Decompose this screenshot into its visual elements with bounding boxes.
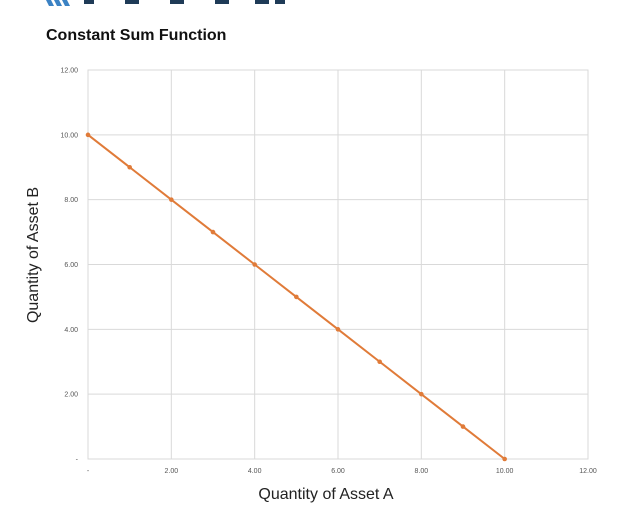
y-tick-label: 6.00	[64, 262, 78, 269]
y-tick-label: 12.00	[60, 68, 78, 75]
x-tick-labels: - 2.00 4.00 6.00 8.00 10.00 12.00	[87, 468, 597, 475]
x-axis-title: Quantity of Asset A	[258, 486, 394, 503]
y-tick-label: 8.00	[64, 197, 78, 204]
y-tick-label: 2.00	[64, 392, 78, 399]
series-layer	[85, 132, 507, 462]
y-axis-title: Quantity of Asset B	[25, 187, 42, 323]
x-tick-label: -	[87, 468, 90, 475]
x-tick-label: 6.00	[331, 468, 345, 475]
data-point	[294, 294, 299, 300]
data-point	[85, 132, 91, 138]
data-point	[252, 262, 257, 267]
logo-fragment	[46, 0, 285, 6]
y-tick-labels: - 2.00 4.00 6.00 8.00 10.00 12.00	[60, 68, 78, 464]
y-tick-label: -	[76, 457, 79, 464]
data-point	[377, 359, 382, 365]
data-point	[127, 164, 132, 170]
x-tick-label: 8.00	[415, 468, 429, 475]
data-point	[210, 229, 216, 235]
logo-wordmark	[84, 0, 285, 4]
x-tick-label: 2.00	[165, 468, 179, 475]
data-point	[502, 456, 507, 462]
y-tick-label: 4.00	[64, 327, 78, 334]
data-point	[419, 391, 424, 397]
x-tick-label: 4.00	[248, 468, 262, 475]
x-tick-label: 12.00	[579, 468, 597, 475]
y-tick-label: 10.00	[60, 132, 78, 139]
x-tick-label: 10.00	[496, 468, 514, 475]
data-point	[335, 327, 341, 332]
logo-chevron-icon	[46, 0, 70, 6]
chart-title: Constant Sum Function	[46, 27, 227, 44]
data-point	[169, 197, 174, 202]
data-point	[460, 424, 466, 429]
